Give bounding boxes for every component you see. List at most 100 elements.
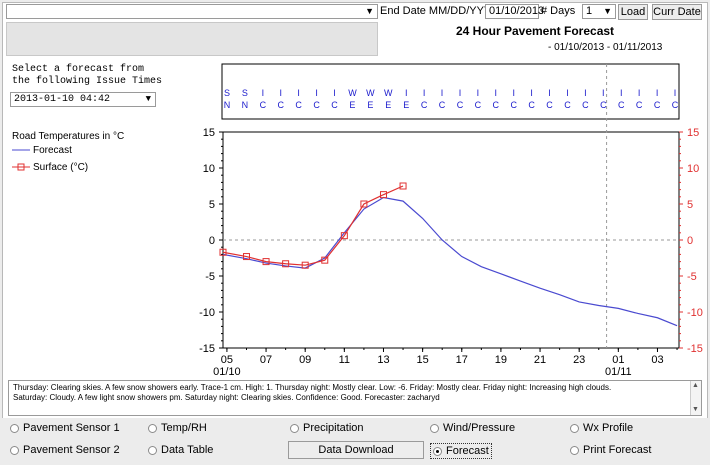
wind-letter-bottom: C	[493, 100, 500, 110]
forecast-text-line-2: Saturday: Cloudy. A few light snow showe…	[13, 393, 440, 402]
wind-letter-top: W	[348, 88, 357, 98]
surface-line	[222, 185, 404, 266]
y-axis-left: 15 10 5 0 -5 -10 -15	[199, 127, 223, 355]
radio-icon[interactable]	[148, 423, 157, 433]
wind-letter-bottom: C	[636, 100, 643, 110]
load-button[interactable]: Load	[618, 4, 648, 20]
radio-icon[interactable]	[570, 423, 579, 433]
wind-letter-top: I	[297, 88, 300, 98]
option-label: Pavement Sensor 2	[23, 444, 120, 456]
x-tick-label: 19	[495, 354, 507, 366]
wind-letter-top: I	[512, 88, 515, 98]
chart-title: 24 Hour Pavement Forecast	[455, 24, 615, 38]
y-tick-label-right: 10	[687, 163, 699, 175]
forecast-scrollbar[interactable]: ▲ ▼	[690, 381, 701, 415]
wind-letter-bottom: N	[224, 100, 231, 110]
x-tick-label: 21	[534, 354, 546, 366]
option-wx-profile[interactable]: Wx Profile	[570, 421, 633, 435]
x-tick-label: 15	[416, 354, 428, 366]
end-date-label: End Date MM/DD/YYYY	[380, 5, 499, 17]
y-tick-label-right: -5	[687, 271, 697, 283]
chevron-down-icon: ▼	[603, 6, 612, 16]
wind-letter-top: S	[242, 88, 248, 98]
option-pavement-sensor-1[interactable]: Pavement Sensor 1	[10, 421, 120, 435]
option-temp-rh[interactable]: Temp/RH	[148, 421, 207, 435]
surface-point	[242, 253, 250, 261]
wind-letter-top: S	[224, 88, 230, 98]
legend-title: Road Temperatures in °C	[12, 131, 124, 142]
radio-icon[interactable]	[290, 423, 299, 433]
x-date-label: 01/10	[213, 366, 241, 378]
wind-letter-bottom: N	[242, 100, 249, 110]
option-print-forecast[interactable]: Print Forecast	[570, 443, 651, 457]
site-info-box	[6, 22, 378, 56]
option-label: Forecast	[446, 445, 489, 457]
y-tick-label-right: 5	[687, 199, 693, 211]
option-label: Precipitation	[303, 422, 364, 434]
site-select[interactable]: ▼	[6, 4, 378, 19]
x-tick-label: 23	[573, 354, 585, 366]
legend-forecast-label: Forecast	[33, 145, 72, 156]
select-label-1: Select a forecast from	[12, 64, 145, 75]
chevron-down-icon: ▼	[145, 94, 151, 104]
wind-letter-bottom: C	[546, 100, 553, 110]
surface-point	[321, 256, 329, 264]
series-group	[219, 182, 678, 327]
end-date-input[interactable]: 01/10/2013	[485, 4, 544, 19]
wind-letter-bottom: C	[654, 100, 661, 110]
x-tick-label: 03	[651, 354, 663, 366]
wind-letter-top: I	[441, 88, 444, 98]
x-tick-label: 11	[339, 354, 350, 366]
option-label: Print Forecast	[583, 444, 652, 456]
wind-letter-top: I	[459, 88, 462, 98]
wind-letter-bottom: C	[331, 100, 338, 110]
wind-letter-bottom: C	[582, 100, 589, 110]
issue-time-select[interactable]: 2013-01-10 04:42 ▼	[10, 92, 156, 107]
wind-letter-top: I	[262, 88, 265, 98]
radio-icon[interactable]	[10, 423, 19, 433]
scroll-down-icon[interactable]: ▼	[692, 406, 699, 413]
wind-letter-bottom: C	[457, 100, 464, 110]
wind-letter-top: I	[548, 88, 551, 98]
wind-letter-bottom: E	[349, 100, 355, 110]
forecast-text-box[interactable]: Thursday: Clearing skies. A few snow sho…	[8, 380, 702, 416]
option-precipitation[interactable]: Precipitation	[290, 421, 364, 435]
x-tick-label: 07	[260, 354, 272, 366]
y-tick-label-left: -5	[205, 271, 215, 283]
surface-point	[262, 258, 270, 266]
scroll-up-icon[interactable]: ▲	[692, 382, 699, 389]
wind-letter-top: I	[495, 88, 498, 98]
data-download-button[interactable]: Data Download	[288, 441, 424, 459]
curr-date-button[interactable]: Curr Date	[652, 4, 702, 20]
wind-letter-top: I	[333, 88, 336, 98]
option-label: Wx Profile	[583, 422, 634, 434]
legend-surface-label: Surface (°C)	[33, 162, 88, 173]
option-forecast[interactable]: Forecast	[430, 443, 492, 459]
option-wind-pressure[interactable]: Wind/Pressure	[430, 421, 515, 435]
wind-letter-top: I	[656, 88, 659, 98]
radio-icon[interactable]	[10, 445, 19, 455]
wind-letter-bottom: C	[618, 100, 625, 110]
option-label: Pavement Sensor 1	[23, 422, 120, 434]
x-tick-label: 13	[377, 354, 389, 366]
y-tick-label-right: 15	[687, 127, 699, 139]
radio-icon[interactable]	[148, 445, 157, 455]
forecast-text-line-1: Thursday: Clearing skies. A few snow sho…	[13, 383, 612, 392]
x-axis: 05 07 09 11 13 15 17 19 21 23 01 03 01/10 01/11	[213, 348, 678, 378]
wind-letter-bottom: C	[313, 100, 320, 110]
option-data-table[interactable]: Data Table	[148, 443, 213, 457]
wind-letter-bottom: C	[510, 100, 517, 110]
radio-icon[interactable]	[430, 423, 439, 433]
date-range: - 01/10/2013 - 01/11/2013	[548, 42, 663, 53]
days-select[interactable]: 1 ▼	[582, 4, 616, 19]
wind-letter-top: W	[366, 88, 375, 98]
radio-icon[interactable]	[570, 445, 579, 455]
wind-letter-bottom: C	[475, 100, 482, 110]
wind-letter-top: I	[530, 88, 533, 98]
surface-point	[379, 191, 387, 199]
wind-letter-top: I	[405, 88, 408, 98]
radio-selected-icon[interactable]	[433, 446, 442, 456]
option-pavement-sensor-2[interactable]: Pavement Sensor 2	[10, 443, 120, 457]
